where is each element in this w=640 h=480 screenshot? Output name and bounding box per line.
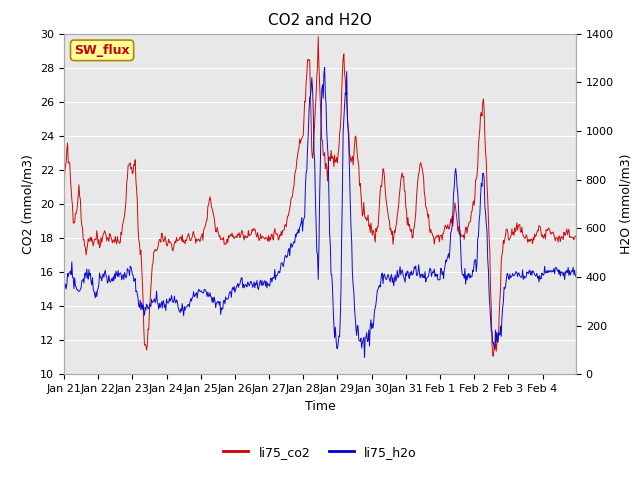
- X-axis label: Time: Time: [305, 400, 335, 413]
- Text: SW_flux: SW_flux: [74, 44, 130, 57]
- Legend: li75_co2, li75_h2o: li75_co2, li75_h2o: [218, 441, 422, 464]
- Title: CO2 and H2O: CO2 and H2O: [268, 13, 372, 28]
- Y-axis label: CO2 (mmol/m3): CO2 (mmol/m3): [22, 154, 35, 254]
- Y-axis label: H2O (mmol/m3): H2O (mmol/m3): [620, 154, 632, 254]
